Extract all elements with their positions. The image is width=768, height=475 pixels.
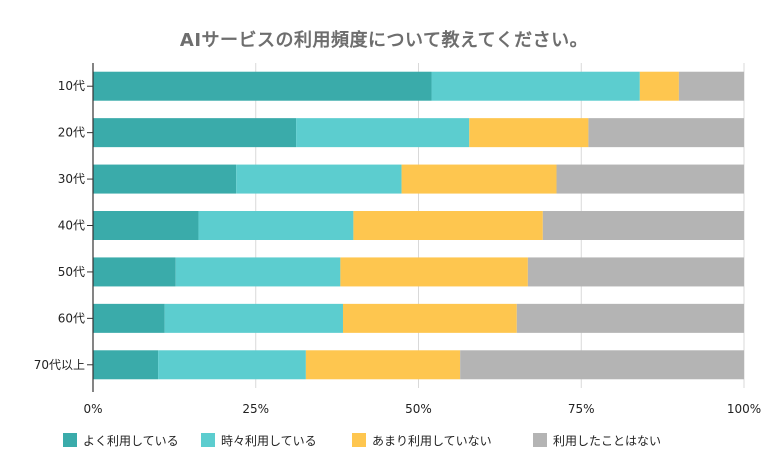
bar-segment [175, 257, 341, 287]
bar-segment [93, 303, 165, 333]
bar-segment [305, 350, 461, 380]
legend-label: 時々利用している [221, 434, 317, 448]
category-label: 70代以上 [34, 358, 85, 372]
bar-segment [516, 303, 744, 333]
bar-segment [340, 257, 528, 287]
x-tick-label: 75% [568, 402, 595, 416]
category-label: 20代 [58, 126, 85, 140]
bar-segment [639, 71, 679, 101]
bar-segment [353, 211, 543, 240]
bar-segment [296, 118, 470, 148]
bar-segment [93, 211, 199, 240]
category-label: 60代 [58, 311, 85, 325]
bar-segment [556, 164, 744, 194]
category-label: 30代 [58, 172, 85, 186]
bar-segment [93, 71, 432, 101]
legend-swatch [533, 433, 547, 447]
bar-segment [93, 164, 237, 194]
bar-segment [678, 71, 744, 101]
bar-segment [588, 118, 744, 148]
legend-swatch [352, 433, 366, 447]
x-tick-label: 25% [242, 402, 269, 416]
bars [93, 71, 744, 380]
bar-segment [542, 211, 744, 240]
bar-segment [158, 350, 306, 380]
legend-swatch [201, 433, 215, 447]
bar-segment [93, 350, 159, 380]
bar-segment [527, 257, 744, 287]
bar-segment [93, 257, 176, 287]
category-label: 50代 [58, 265, 85, 279]
legend: よく利用している 時々利用している あまり利用していない 利用したことはない [63, 433, 661, 448]
x-tick-label: 0% [83, 402, 102, 416]
legend-swatch [63, 433, 77, 447]
category-label: 10代 [58, 79, 85, 93]
category-label: 40代 [58, 219, 85, 233]
bar-segment [401, 164, 557, 194]
legend-label: 利用したことはない [553, 434, 661, 448]
chart-title: AIサービスの利用頻度について教えてください。 [179, 30, 589, 51]
bar-segment [236, 164, 402, 194]
bar-segment [93, 118, 297, 148]
x-tick-label: 50% [405, 402, 432, 416]
bar-segment [460, 350, 744, 380]
bar-segment [431, 71, 640, 101]
bar-segment [469, 118, 589, 148]
bar-segment [164, 303, 343, 333]
bar-segment [198, 211, 354, 240]
axes: 0% 25% 50% 75% 100% 10代 20代 30代 40代 50代 60代 70代以上 [34, 63, 761, 416]
x-tick-label: 100% [727, 402, 761, 416]
legend-label: あまり利用していない [372, 434, 492, 448]
bar-segment [342, 303, 517, 333]
legend-label: よく利用している [83, 434, 179, 448]
